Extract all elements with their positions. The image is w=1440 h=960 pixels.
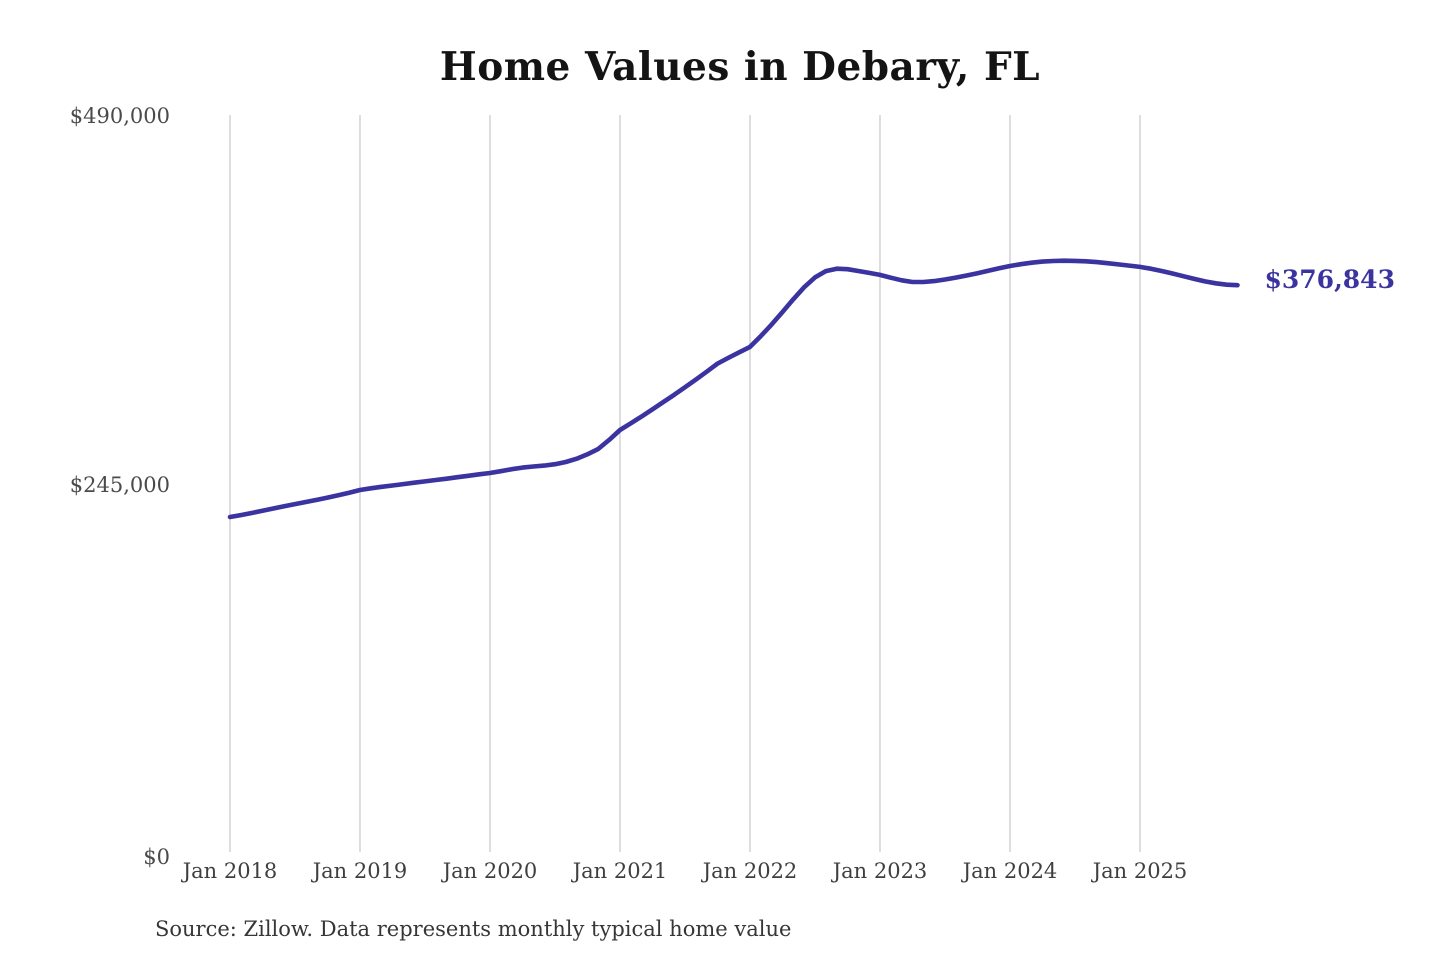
y-tick-label: $245,000 [69, 472, 170, 497]
x-tick-label: Jan 2018 [182, 859, 278, 883]
y-tick-label: $490,000 [69, 104, 170, 128]
x-tick-label: Jan 2024 [962, 859, 1058, 883]
year-gridlines [229, 115, 1141, 852]
source-note: Source: Zillow. Data represents monthly … [155, 917, 792, 941]
latest-value-label: $376,843 [1264, 265, 1395, 295]
x-tick-label: Jan 2023 [832, 859, 928, 883]
home-value-line-series [227, 258, 1240, 520]
chart-title: Home Values in Debary, FL [439, 44, 1041, 90]
x-tick-label: Jan 2020 [442, 859, 538, 883]
x-tick-label: Jan 2022 [702, 859, 798, 883]
x-tick-label: Jan 2019 [312, 859, 408, 883]
x-tick-label: Jan 2021 [572, 859, 668, 883]
y-tick-label: $0 [143, 845, 170, 869]
x-tick-label: Jan 2025 [1092, 859, 1188, 883]
